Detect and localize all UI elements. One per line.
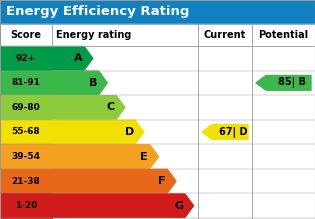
Text: D: D — [125, 127, 134, 137]
Text: Score: Score — [10, 30, 42, 40]
Text: 55-68: 55-68 — [12, 127, 40, 136]
Text: Energy rating: Energy rating — [56, 30, 131, 40]
Text: 1-20: 1-20 — [15, 201, 37, 210]
Polygon shape — [52, 71, 107, 95]
Text: C: C — [106, 102, 114, 112]
Bar — [0, 193, 52, 218]
Text: 69-80: 69-80 — [12, 103, 40, 112]
Polygon shape — [202, 125, 248, 139]
Polygon shape — [52, 145, 158, 168]
Text: 85| B: 85| B — [278, 77, 306, 88]
Text: 21-38: 21-38 — [12, 177, 40, 186]
Polygon shape — [52, 194, 193, 217]
Text: 81-91: 81-91 — [12, 78, 40, 87]
Text: 39-54: 39-54 — [12, 152, 41, 161]
Polygon shape — [52, 96, 125, 119]
Polygon shape — [52, 169, 176, 193]
Text: F: F — [158, 176, 165, 186]
Text: Potential: Potential — [258, 30, 309, 40]
Text: Current: Current — [204, 30, 246, 40]
Bar — [0, 120, 52, 144]
Text: A: A — [74, 53, 83, 63]
Text: Energy Efficiency Rating: Energy Efficiency Rating — [6, 5, 189, 18]
Text: B: B — [89, 78, 97, 88]
Text: G: G — [174, 201, 183, 211]
Polygon shape — [52, 120, 144, 144]
Bar — [0, 95, 52, 120]
Bar — [0, 169, 52, 193]
Polygon shape — [52, 46, 93, 70]
Bar — [0, 24, 315, 46]
Text: E: E — [140, 152, 148, 162]
Bar — [0, 71, 52, 95]
Bar — [0, 46, 52, 71]
Polygon shape — [256, 76, 311, 90]
Bar — [0, 0, 315, 24]
Text: 67| D: 67| D — [219, 127, 247, 138]
Text: 92+: 92+ — [16, 54, 36, 63]
Bar — [0, 144, 52, 169]
